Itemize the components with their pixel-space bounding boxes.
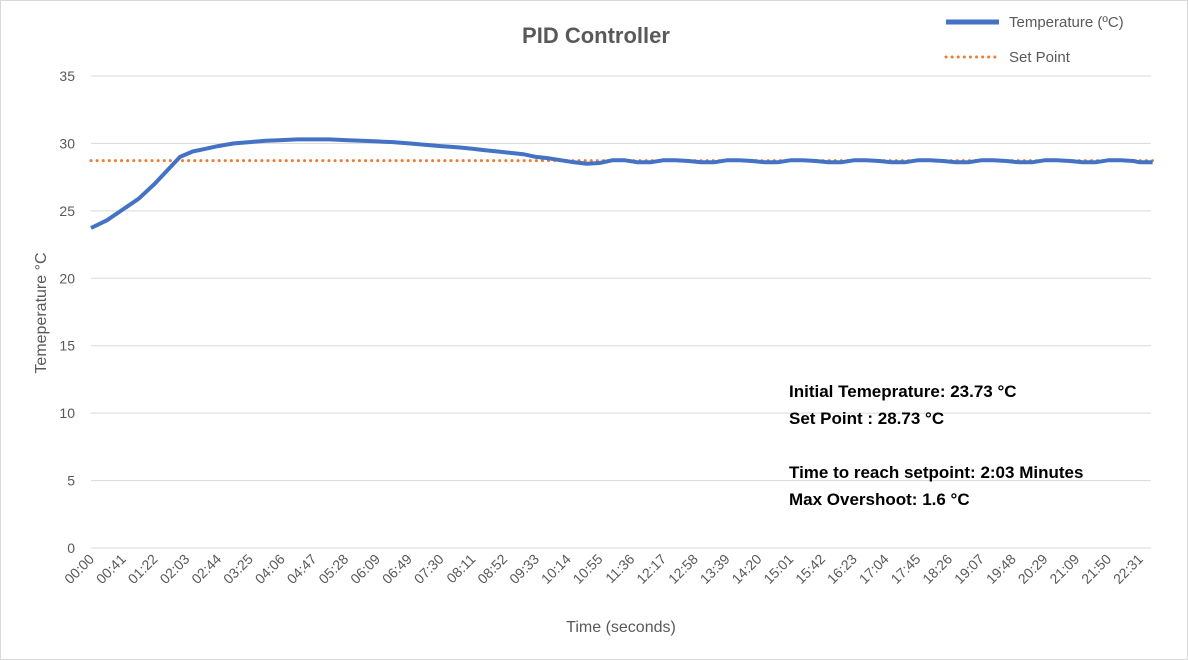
x-tick-label: 05:28 bbox=[315, 551, 351, 587]
series-line-temperature bbox=[90, 137, 1153, 230]
x-tick-label: 10:14 bbox=[538, 551, 574, 587]
x-tick-label: 12:58 bbox=[665, 551, 701, 587]
y-axis-label: Temeperature °C bbox=[33, 252, 50, 373]
x-tick-label: 17:04 bbox=[856, 551, 892, 587]
y-tick-label: 5 bbox=[67, 473, 75, 489]
y-tick-label: 15 bbox=[59, 338, 75, 354]
x-tick-label: 20:29 bbox=[1015, 551, 1051, 587]
x-tick-label: 02:44 bbox=[188, 551, 224, 587]
x-axis-ticks: 00:0000:4101:2202:0302:4403:2504:0604:47… bbox=[61, 551, 1146, 587]
legend-label: Set Point bbox=[1009, 49, 1071, 66]
x-tick-label: 14:20 bbox=[728, 551, 764, 587]
x-tick-label: 00:00 bbox=[61, 551, 97, 587]
annotation-line: Max Overshoot: 1.6 °C bbox=[789, 490, 970, 509]
gridlines bbox=[91, 75, 1151, 549]
annotation-line: Initial Temeprature: 23.73 °C bbox=[789, 382, 1017, 401]
chart-title: PID Controller bbox=[522, 23, 670, 48]
y-axis-ticks: 0 5 10 15 20 25 30 35 bbox=[59, 68, 75, 556]
x-tick-label: 12:17 bbox=[633, 551, 669, 587]
x-tick-label: 11:36 bbox=[602, 551, 638, 587]
x-tick-label: 15:42 bbox=[792, 551, 828, 587]
x-tick-label: 21:09 bbox=[1046, 551, 1082, 587]
y-tick-label: 25 bbox=[59, 203, 75, 219]
x-tick-label: 06:49 bbox=[379, 551, 415, 587]
x-tick-label: 21:50 bbox=[1078, 551, 1114, 587]
x-tick-label: 00:41 bbox=[93, 551, 129, 587]
x-tick-label: 09:33 bbox=[506, 551, 542, 587]
x-tick-label: 13:39 bbox=[697, 551, 733, 587]
x-tick-label: 10:55 bbox=[570, 551, 606, 587]
annotation-line: Time to reach setpoint: 2:03 Minutes bbox=[789, 463, 1083, 482]
series-lines bbox=[89, 137, 1155, 230]
x-tick-label: 19:48 bbox=[983, 551, 1019, 587]
y-tick-label: 30 bbox=[59, 135, 75, 151]
x-tick-label: 04:06 bbox=[252, 551, 288, 587]
x-tick-label: 22:31 bbox=[1110, 551, 1146, 587]
legend-label: Temperature (ºC) bbox=[1009, 14, 1124, 31]
y-tick-label: 10 bbox=[59, 405, 75, 421]
y-tick-label: 20 bbox=[59, 270, 75, 286]
x-tick-label: 17:45 bbox=[887, 551, 923, 587]
y-tick-label: 0 bbox=[67, 540, 75, 556]
y-tick-label: 35 bbox=[59, 68, 75, 84]
x-tick-label: 19:07 bbox=[951, 551, 987, 587]
x-tick-label: 06:09 bbox=[347, 551, 383, 587]
x-tick-label: 18:26 bbox=[919, 551, 955, 587]
x-tick-label: 08:52 bbox=[474, 551, 510, 587]
x-tick-label: 02:03 bbox=[156, 551, 192, 587]
annotation-line: Set Point : 28.73 °C bbox=[789, 409, 944, 428]
x-tick-label: 03:25 bbox=[220, 551, 256, 587]
x-tick-label: 04:47 bbox=[284, 551, 320, 587]
annotation-box: Initial Temeprature: 23.73 °C Set Point :… bbox=[789, 382, 1083, 509]
x-tick-label: 16:23 bbox=[824, 551, 860, 587]
x-tick-label: 07:30 bbox=[411, 551, 447, 587]
x-tick-label: 15:01 bbox=[760, 551, 796, 587]
x-tick-label: 01:22 bbox=[125, 551, 161, 587]
legend: Temperature (ºC) Set Point bbox=[944, 14, 1124, 66]
x-tick-label: 08:11 bbox=[443, 551, 479, 587]
x-axis-label: Time (seconds) bbox=[566, 619, 676, 636]
